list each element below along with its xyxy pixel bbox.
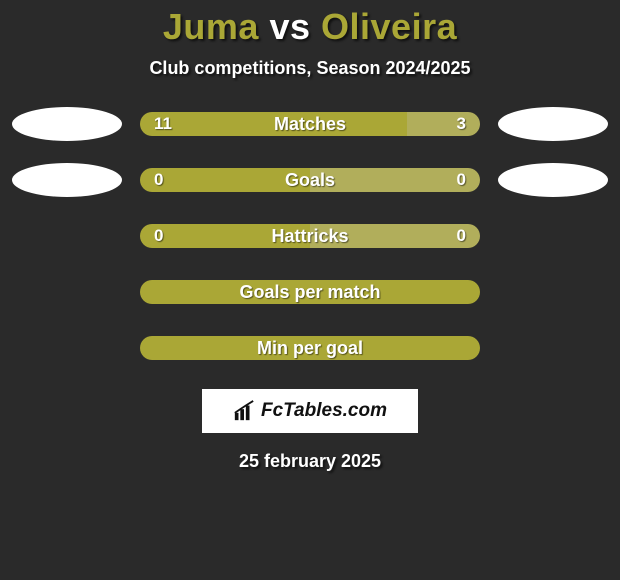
stat-left-value: 11	[140, 114, 186, 134]
stat-bar-left-segment	[140, 336, 480, 360]
comparison-row: 00Goals	[0, 163, 620, 197]
comparison-row: Min per goal	[0, 331, 620, 365]
avatar-spacer	[6, 331, 116, 365]
stat-left-value: 0	[140, 170, 177, 190]
stat-bar: 00Hattricks	[140, 224, 480, 248]
stat-bar: Goals per match	[140, 280, 480, 304]
player-right-avatar	[498, 163, 608, 197]
title-right: Oliveira	[321, 6, 457, 47]
stat-left-value: 0	[140, 226, 177, 246]
avatar-spacer	[6, 219, 116, 253]
comparison-rows: 113Matches00Goals00HattricksGoals per ma…	[0, 107, 620, 365]
subtitle: Club competitions, Season 2024/2025	[0, 58, 620, 79]
comparison-row: Goals per match	[0, 275, 620, 309]
logo-text: FcTables.com	[261, 400, 387, 422]
stat-right-value: 0	[443, 226, 480, 246]
avatar-spacer	[504, 331, 614, 365]
player-left-avatar	[12, 107, 122, 141]
title-vs: vs	[269, 6, 310, 47]
title-left: Juma	[163, 6, 259, 47]
stat-bar-right-segment: 0	[310, 224, 480, 248]
comparison-row: 113Matches	[0, 107, 620, 141]
stat-bar-right-segment: 3	[407, 112, 480, 136]
comparison-row: 00Hattricks	[0, 219, 620, 253]
stat-bar: 113Matches	[140, 112, 480, 136]
bar-chart-icon	[233, 400, 255, 422]
date-label: 25 february 2025	[0, 451, 620, 472]
stat-bar: Min per goal	[140, 336, 480, 360]
stat-right-value: 3	[443, 114, 480, 134]
avatar-spacer	[504, 275, 614, 309]
stat-bar-left-segment: 0	[140, 168, 310, 192]
site-logo: FcTables.com	[202, 389, 418, 433]
stat-bar: 00Goals	[140, 168, 480, 192]
stat-right-value: 0	[443, 170, 480, 190]
avatar-spacer	[504, 219, 614, 253]
stat-bar-right-segment: 0	[310, 168, 480, 192]
stat-bar-left-segment: 0	[140, 224, 310, 248]
player-left-avatar	[12, 163, 122, 197]
avatar-spacer	[6, 275, 116, 309]
player-right-avatar	[498, 107, 608, 141]
stat-bar-left-segment	[140, 280, 480, 304]
page-title: Juma vs Oliveira	[0, 0, 620, 48]
stat-bar-left-segment: 11	[140, 112, 407, 136]
